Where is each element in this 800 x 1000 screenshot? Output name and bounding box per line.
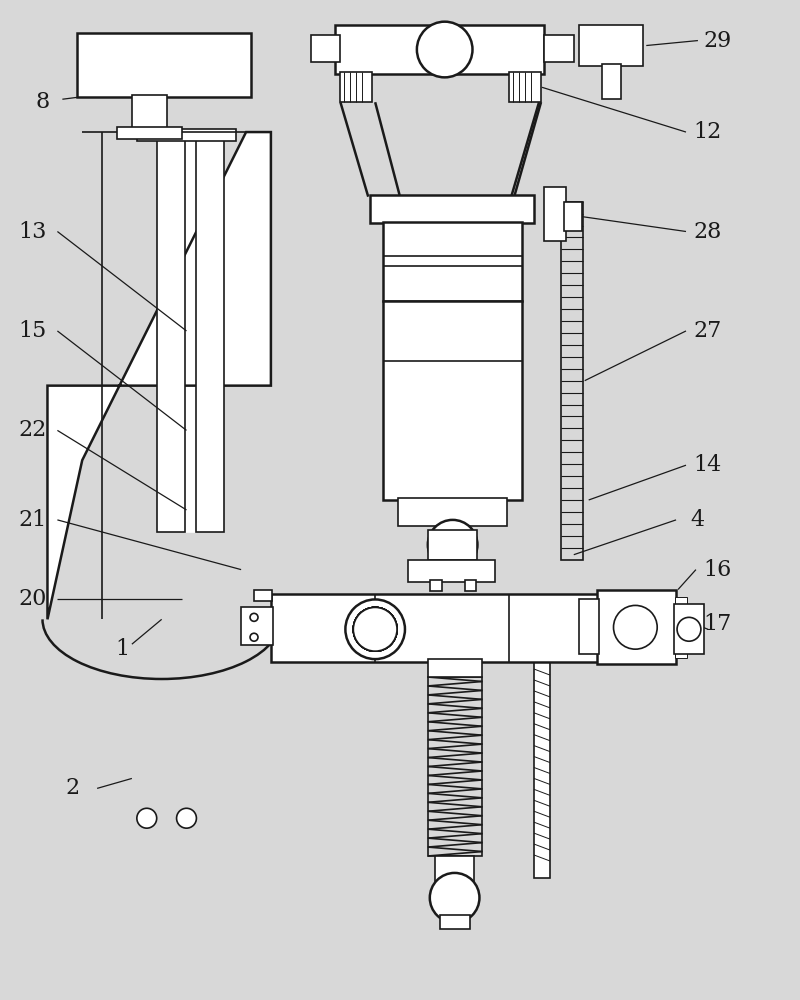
Circle shape	[354, 607, 397, 651]
Text: 22: 22	[18, 419, 46, 441]
Circle shape	[346, 599, 405, 659]
Bar	[510, 72, 541, 102]
Bar	[271, 594, 598, 662]
Circle shape	[354, 607, 397, 651]
Circle shape	[417, 22, 473, 77]
Circle shape	[354, 607, 397, 651]
Bar	[675, 615, 687, 622]
Bar	[675, 633, 687, 640]
Bar	[254, 589, 272, 601]
Text: 17: 17	[704, 613, 732, 635]
Bar	[185, 139, 197, 532]
Text: 21: 21	[18, 509, 46, 531]
Text: 27: 27	[694, 320, 722, 342]
Bar	[157, 139, 185, 532]
Circle shape	[354, 607, 397, 651]
Bar	[383, 222, 522, 301]
Bar	[341, 72, 372, 102]
Bar	[578, 25, 643, 66]
Text: 20: 20	[18, 588, 46, 610]
Bar	[310, 35, 341, 62]
Circle shape	[354, 607, 397, 651]
Bar	[597, 589, 676, 664]
Circle shape	[250, 633, 258, 641]
Circle shape	[354, 607, 397, 651]
Circle shape	[354, 607, 397, 651]
Bar	[602, 64, 622, 99]
Text: 8: 8	[35, 91, 50, 113]
Bar	[675, 651, 687, 658]
Bar	[398, 498, 507, 526]
Bar	[241, 607, 273, 645]
Bar	[428, 677, 482, 856]
Bar	[383, 301, 522, 500]
Bar	[675, 642, 687, 649]
Circle shape	[354, 607, 397, 651]
Bar	[370, 195, 534, 223]
Text: 4: 4	[691, 509, 705, 531]
Text: 12: 12	[694, 121, 722, 143]
Bar	[675, 597, 687, 604]
Bar	[78, 33, 251, 97]
Bar	[578, 599, 598, 654]
Bar	[465, 580, 477, 591]
Polygon shape	[47, 132, 271, 619]
Text: 1: 1	[115, 638, 129, 660]
Circle shape	[677, 617, 701, 641]
Bar	[675, 624, 687, 631]
Text: 13: 13	[18, 221, 46, 242]
Circle shape	[354, 607, 397, 651]
Circle shape	[354, 607, 397, 651]
Bar	[335, 25, 544, 74]
Text: 15: 15	[18, 320, 46, 342]
Circle shape	[354, 607, 397, 651]
Circle shape	[177, 808, 197, 828]
Circle shape	[430, 873, 479, 923]
Bar	[674, 604, 704, 654]
Text: 28: 28	[694, 221, 722, 242]
Circle shape	[614, 605, 658, 649]
Circle shape	[428, 520, 478, 570]
Bar	[408, 560, 495, 582]
Bar	[428, 530, 478, 560]
Bar	[132, 95, 166, 130]
Bar	[137, 129, 236, 141]
Bar	[434, 856, 474, 881]
Bar	[117, 127, 182, 139]
Bar	[544, 187, 566, 241]
Bar	[544, 35, 574, 62]
Circle shape	[250, 613, 258, 621]
Bar	[197, 139, 224, 532]
Bar	[564, 202, 582, 232]
Bar	[428, 659, 482, 677]
Bar	[534, 659, 550, 878]
Bar	[675, 606, 687, 613]
Text: 16: 16	[704, 559, 732, 581]
Text: 14: 14	[694, 454, 722, 476]
Text: 29: 29	[704, 30, 732, 52]
Circle shape	[137, 808, 157, 828]
Bar	[561, 202, 582, 560]
Text: 2: 2	[66, 777, 79, 799]
Bar	[440, 915, 470, 929]
Bar	[430, 580, 442, 591]
